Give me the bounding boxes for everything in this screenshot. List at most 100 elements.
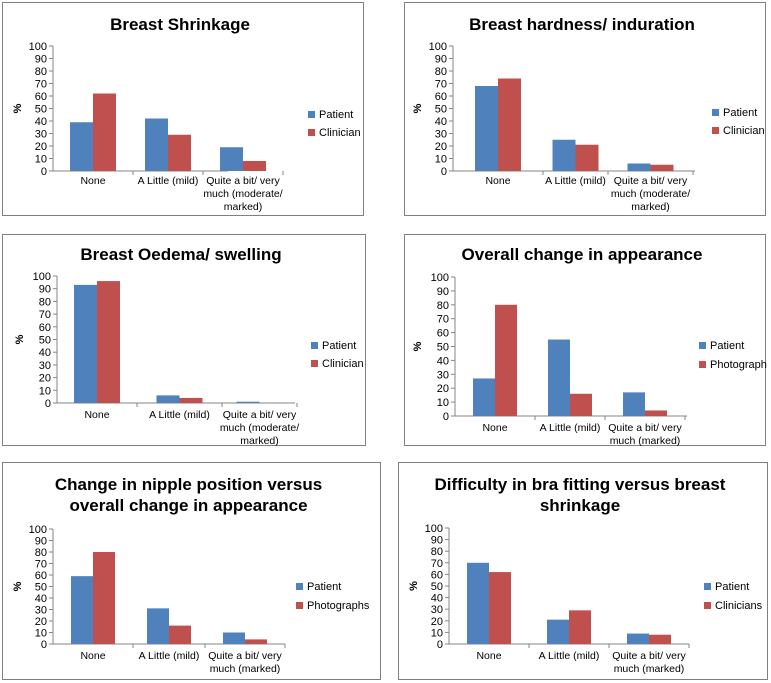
x-category-label: Quite a bit/ very: [614, 175, 688, 187]
bar-patient: [220, 147, 243, 171]
legend-swatch: [311, 360, 318, 367]
legend-swatch: [704, 583, 711, 590]
x-category-label: much (marked): [210, 663, 281, 675]
y-tick-label: 40: [435, 116, 447, 128]
y-tick-label: 60: [431, 569, 443, 581]
y-tick-label: 100: [29, 524, 47, 536]
x-category-label: None: [80, 650, 105, 662]
y-tick-label: 40: [35, 116, 47, 128]
bar-photographs: [570, 393, 592, 416]
x-category-label: A Little (mild): [139, 650, 200, 662]
y-tick-label: 60: [39, 322, 51, 334]
bar-clinician: [168, 134, 191, 171]
bar-patient: [467, 562, 489, 644]
x-category-label: marked): [224, 201, 263, 213]
legend-label: Clinician: [319, 127, 361, 139]
bar-clinician: [650, 164, 674, 171]
chart-panel-bra-fitting: Difficulty in bra fitting versus breast s…: [398, 462, 768, 680]
y-tick-label: 80: [35, 66, 47, 78]
legend-swatch: [704, 602, 711, 609]
y-tick-label: 80: [437, 300, 449, 312]
x-category-label: Quite a bit/ very: [608, 422, 682, 434]
y-tick-label: 20: [431, 616, 443, 628]
bar-patient: [473, 378, 495, 416]
y-tick-label: 10: [437, 397, 449, 409]
y-tick-label: 90: [435, 54, 447, 66]
bar-patient: [145, 118, 168, 171]
bar-patient: [552, 139, 576, 171]
chart-panel-overall-change: Overall change in appearance% 0 10 20 30 40 50…: [404, 234, 767, 447]
y-tick-label: 70: [35, 79, 47, 91]
y-tick-label: 80: [435, 66, 447, 78]
legend-swatch: [311, 342, 318, 349]
legend-label: Clinicians: [715, 600, 763, 612]
y-tick-label: 30: [39, 360, 51, 372]
bar-clinicians: [649, 634, 671, 644]
bar-clinicians: [569, 610, 591, 644]
bar-photographs: [169, 625, 191, 644]
y-tick-label: 40: [39, 347, 51, 359]
legend-label: Patient: [710, 340, 744, 352]
x-category-label: None: [485, 175, 510, 187]
chart-title: Difficulty in bra fitting versus breast: [435, 475, 726, 494]
y-tick-label: 90: [431, 535, 443, 547]
y-tick-label: 100: [29, 41, 47, 53]
chart-title: Breast Shrinkage: [110, 15, 250, 34]
y-tick-label: 50: [435, 104, 447, 116]
y-tick-label: 0: [443, 411, 449, 423]
y-tick-label: 80: [35, 547, 47, 559]
y-tick-label: 50: [35, 104, 47, 116]
legend-label: Patient: [322, 340, 356, 352]
y-axis-label: %: [408, 581, 420, 591]
chart-panel-nipple-position: Change in nipple position versus overall …: [2, 462, 381, 680]
y-tick-label: 10: [35, 154, 47, 166]
legend-swatch: [699, 361, 706, 368]
bar-photographs: [93, 552, 115, 644]
y-axis-label: %: [12, 103, 24, 113]
chart-title: Breast hardness/ induration: [469, 15, 695, 34]
legend-label: Patient: [723, 107, 757, 119]
y-tick-label: 0: [437, 639, 443, 651]
y-tick-label: 50: [437, 342, 449, 354]
chart-svg: Difficulty in bra fitting versus breast s…: [408, 475, 763, 675]
legend-swatch: [699, 342, 706, 349]
y-tick-label: 30: [431, 604, 443, 616]
y-tick-label: 70: [437, 314, 449, 326]
bar-clinician: [97, 281, 120, 403]
y-tick-label: 60: [435, 91, 447, 103]
y-tick-label: 90: [39, 284, 51, 296]
x-category-label: much (marked): [610, 435, 681, 447]
y-tick-label: 30: [35, 129, 47, 141]
x-category-label: Quite a bit/ very: [206, 175, 280, 187]
y-tick-label: 10: [39, 385, 51, 397]
y-tick-label: 40: [437, 355, 449, 367]
bar-clinician: [498, 78, 521, 171]
y-tick-label: 70: [39, 309, 51, 321]
bar-patient: [627, 633, 649, 644]
x-category-label: None: [482, 422, 507, 434]
y-tick-label: 90: [437, 286, 449, 298]
bar-clinicians: [489, 572, 511, 644]
x-category-label: A Little (mild): [545, 175, 606, 187]
legend-label: Clinician: [723, 125, 765, 137]
bar-clinician: [243, 161, 266, 171]
bar-patient: [71, 576, 93, 644]
legend-label: Patient: [307, 581, 341, 593]
bar-patient: [74, 284, 97, 403]
legend-swatch: [308, 129, 315, 136]
bar-photographs: [645, 410, 667, 416]
y-axis-label: %: [412, 103, 424, 113]
bar-patient: [627, 163, 651, 171]
chart-panel-breast-hardness: Breast hardness/ induration% 0 10 20 30 40 50 6…: [404, 2, 766, 216]
y-tick-label: 90: [35, 54, 47, 66]
bar-clinician: [93, 93, 116, 171]
y-axis-label: %: [14, 334, 26, 344]
y-tick-label: 10: [431, 627, 443, 639]
legend-label: Clinician: [322, 358, 364, 370]
y-tick-label: 100: [33, 271, 51, 283]
bar-patient: [223, 632, 245, 644]
y-tick-label: 40: [35, 593, 47, 605]
x-category-label: None: [84, 409, 109, 421]
x-category-label: A Little (mild): [138, 175, 199, 187]
